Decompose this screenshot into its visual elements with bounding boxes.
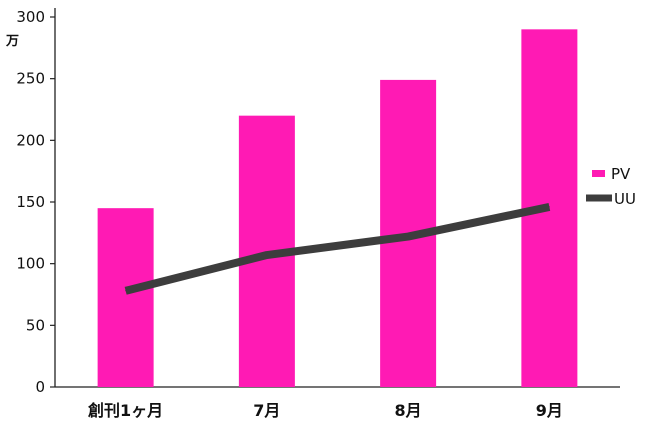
uu-point xyxy=(125,290,127,292)
uu-point xyxy=(548,206,550,208)
legend-label-uu: UU xyxy=(614,190,636,208)
legend-swatch-pv xyxy=(592,170,605,177)
legend: PV UU xyxy=(586,165,636,208)
y-tick-label: 200 xyxy=(16,131,45,149)
y-tick-label: 50 xyxy=(26,316,45,334)
y-tick-label: 250 xyxy=(16,70,45,88)
x-category-label: 8月 xyxy=(395,401,422,420)
bars xyxy=(97,29,578,388)
uu-line xyxy=(124,203,551,295)
uu-line-group xyxy=(124,203,551,295)
uu-point xyxy=(407,236,409,238)
uu-point xyxy=(266,254,268,256)
y-tick-label: 100 xyxy=(16,255,45,273)
y-tick-label: 300 xyxy=(16,8,45,26)
bar-pv xyxy=(97,208,154,387)
y-unit-label: 万 xyxy=(5,34,19,49)
legend-label-pv: PV xyxy=(611,165,631,183)
y-tick-label: 0 xyxy=(35,378,45,396)
y-ticks: 0 50 100 150 200 250 300 xyxy=(16,8,55,396)
x-category-label: 創刊1ヶ月 xyxy=(87,401,163,420)
y-tick-label: 150 xyxy=(16,193,45,211)
x-category-label: 9月 xyxy=(536,401,563,420)
x-category-label: 7月 xyxy=(253,401,280,420)
category-labels: 創刊1ヶ月 7月 8月 9月 xyxy=(87,401,563,420)
